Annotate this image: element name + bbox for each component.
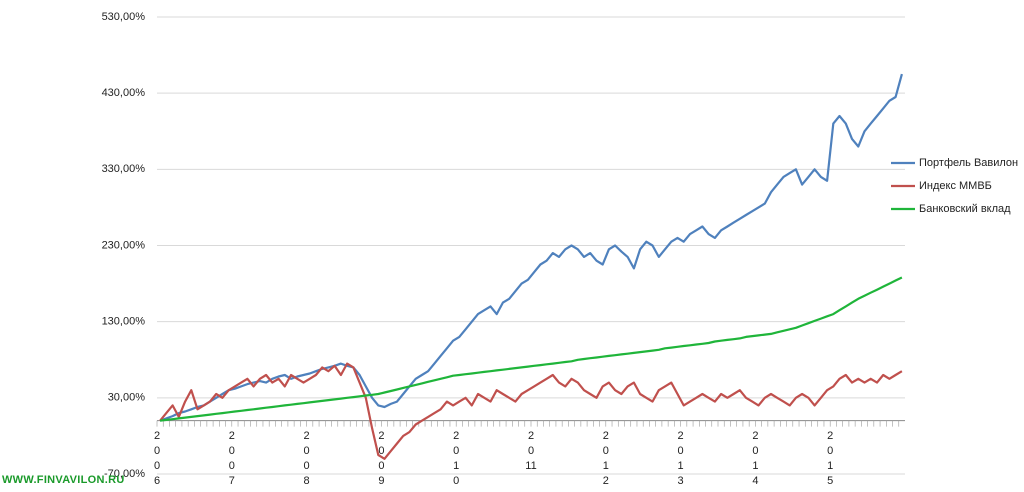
- watermark: WWW.FINVAVILON.RU: [2, 474, 125, 486]
- x-tick-label: 2010: [453, 429, 460, 487]
- series-line: [159, 362, 903, 460]
- x-tick-label: 2007: [228, 429, 235, 487]
- y-tick-label: 130,00%: [102, 316, 146, 328]
- x-tick-label: 2011: [525, 429, 537, 472]
- x-tick-label: 2009: [378, 429, 385, 487]
- legend-label: Банковский вклад: [919, 203, 1011, 215]
- x-tick-label: 2015: [827, 429, 834, 487]
- x-tick-label: 2012: [602, 429, 609, 487]
- series-line: [159, 73, 903, 422]
- y-tick-label: -70,00%: [104, 468, 145, 480]
- x-tick-label: 2008: [303, 429, 310, 487]
- y-tick-label: 230,00%: [102, 239, 146, 251]
- y-tick-label: 330,00%: [102, 163, 146, 175]
- y-tick-label: 430,00%: [102, 87, 146, 99]
- x-tick-label: 2013: [677, 429, 684, 487]
- x-tick-label: 2006: [153, 429, 161, 487]
- x-tick-label: 2014: [752, 429, 759, 487]
- legend-label: Индекс ММВБ: [919, 180, 992, 192]
- y-tick-label: 530,00%: [102, 11, 146, 23]
- series-line: [159, 276, 903, 422]
- y-tick-label: 30,00%: [108, 392, 146, 404]
- legend-label: Портфель Вавилон: [919, 157, 1018, 169]
